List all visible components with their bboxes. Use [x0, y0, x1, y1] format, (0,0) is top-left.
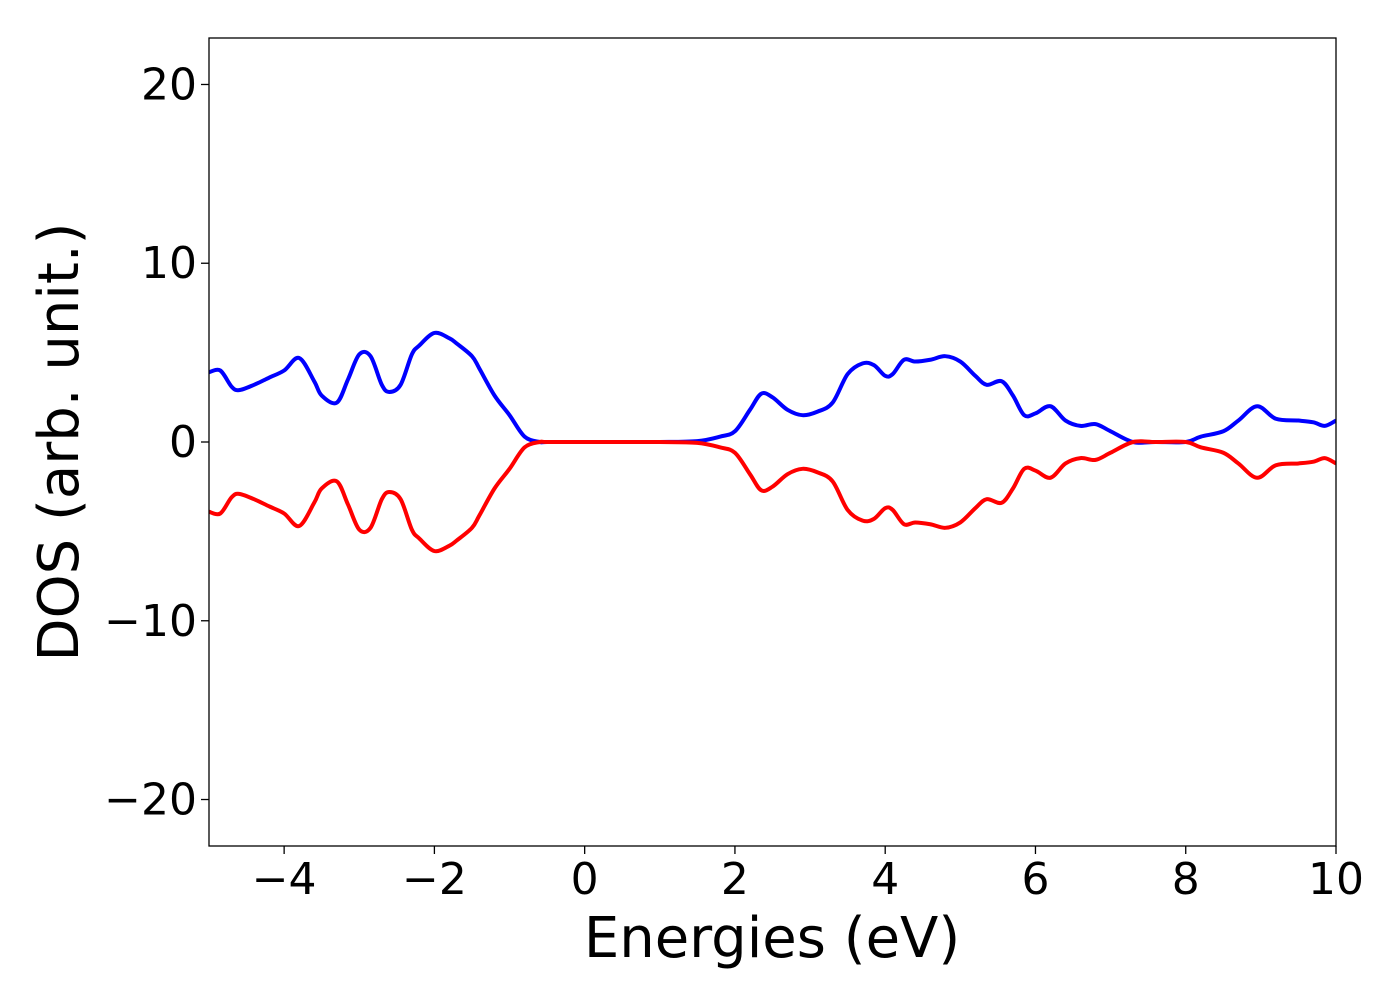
- x-tick-label: 4: [871, 854, 899, 905]
- series-layer: [209, 330, 1336, 554]
- x-axis: −4 −2 0 2 4 6 8 10: [252, 846, 1364, 905]
- x-tick-label: 6: [1021, 854, 1049, 905]
- y-tick-label: 0: [169, 417, 197, 468]
- y-tick-label: −10: [104, 596, 197, 647]
- y-axis: −20 −10 0 10 20: [104, 59, 209, 826]
- x-axis-label: Energies (eV): [584, 906, 960, 971]
- series-line-1: [209, 439, 1336, 554]
- x-tick-label: 2: [721, 854, 749, 905]
- y-tick-label: 10: [141, 238, 197, 289]
- x-tick-label: 10: [1308, 854, 1364, 905]
- y-tick-label: 20: [141, 59, 197, 110]
- y-axis-label: DOS (arb. unit.): [27, 222, 92, 661]
- x-tick-label: −4: [252, 854, 317, 905]
- y-tick-label: −20: [104, 775, 197, 826]
- series-line-0: [209, 330, 1336, 445]
- x-tick-label: 0: [571, 854, 599, 905]
- x-tick-label: 8: [1172, 854, 1200, 905]
- x-tick-label: −2: [402, 854, 467, 905]
